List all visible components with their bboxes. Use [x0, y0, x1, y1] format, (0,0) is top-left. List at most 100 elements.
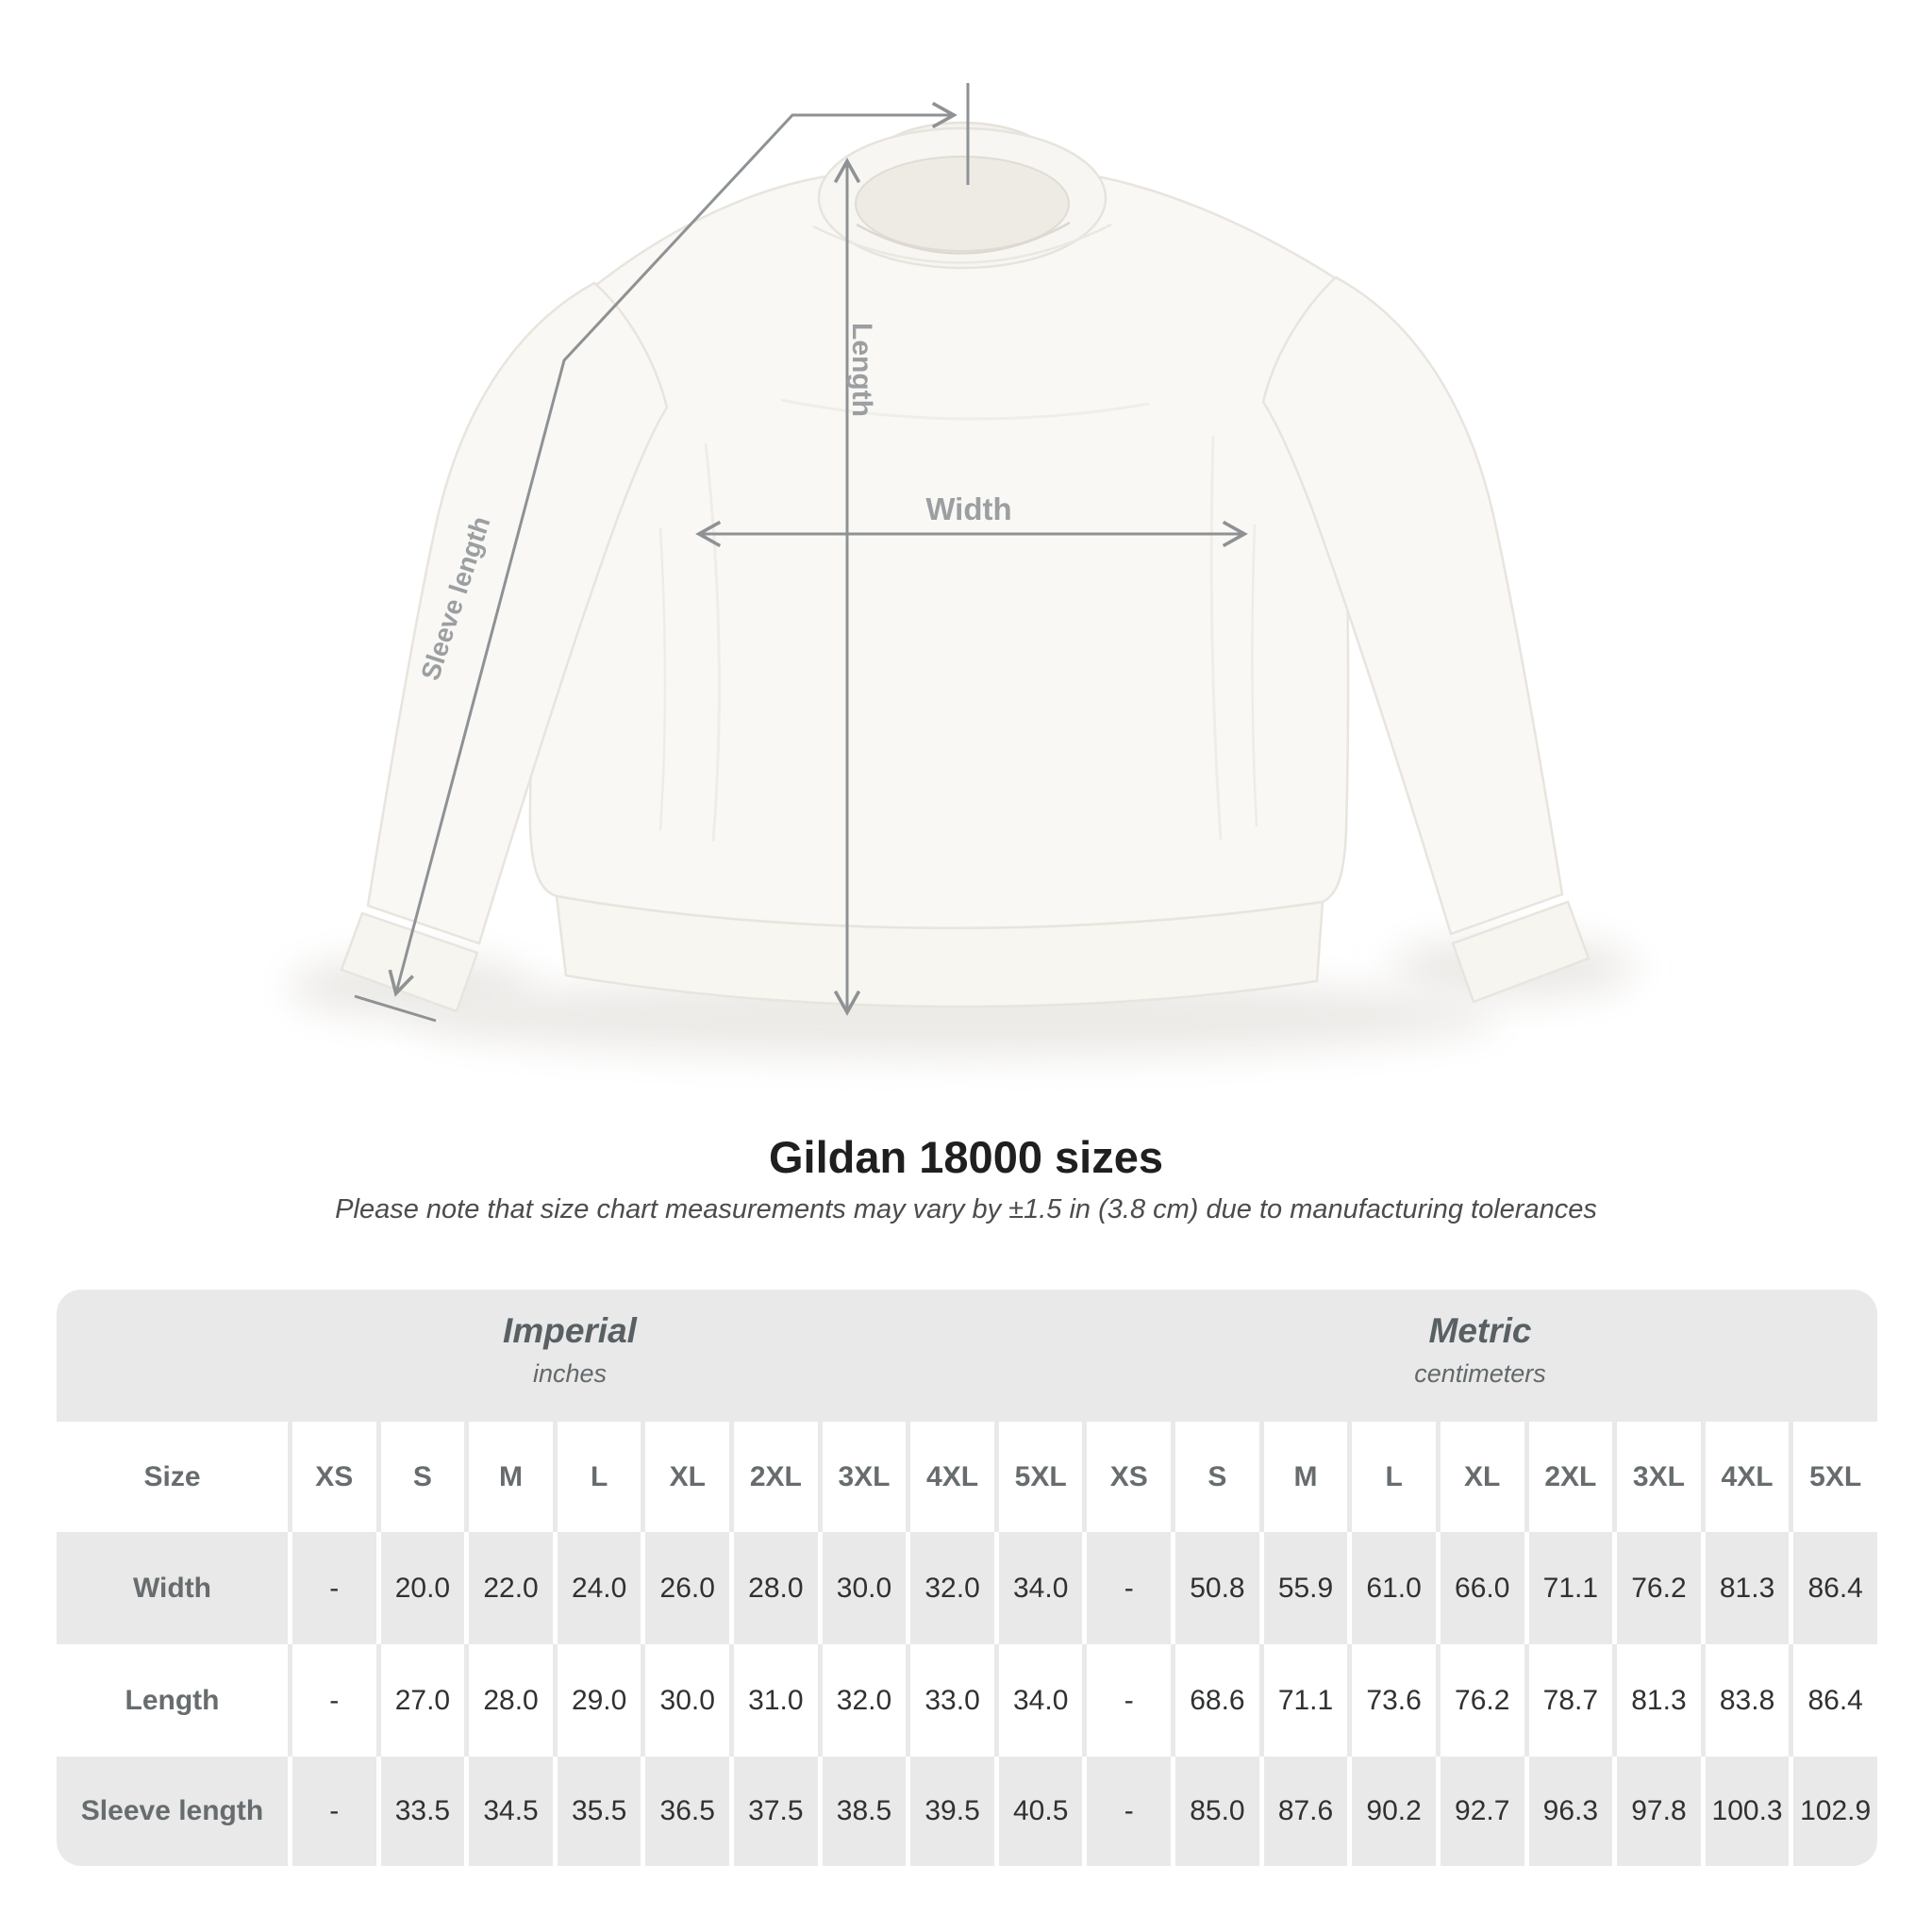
value-cell: - [1087, 1644, 1172, 1757]
size-grid: Size XS S M L XL 2XL 3XL 4XL 5XL XS S M L XL 2XL 3XL 4XL 5… [57, 1422, 1877, 1866]
column-header: S [1175, 1422, 1259, 1532]
value-cell: - [292, 1532, 376, 1644]
right-cuff [1451, 900, 1591, 1004]
value-cell: 32.0 [822, 1644, 907, 1757]
value-cell: 24.0 [557, 1532, 641, 1644]
unit-header-band: Imperial inches Metric centimeters [57, 1290, 1877, 1422]
value-cell: 78.7 [1528, 1644, 1613, 1757]
column-header: XL [1440, 1422, 1524, 1532]
column-header: 2XL [734, 1422, 818, 1532]
value-cell: 37.5 [734, 1757, 818, 1866]
column-header: L [557, 1422, 641, 1532]
value-cell: 34.0 [998, 1532, 1083, 1644]
crease [1209, 435, 1223, 841]
value-cell: 34.0 [998, 1644, 1083, 1757]
data-row: Width -20.0 22.0 24.0 26.0 28.0 30.0 32.0 34.0-5… [57, 1532, 1877, 1644]
value-cell: 68.6 [1175, 1644, 1259, 1757]
value-cell: 26.0 [645, 1532, 730, 1644]
value-cell: 92.7 [1440, 1757, 1524, 1866]
value-cell: 102.9 [1793, 1757, 1877, 1866]
value-cell: 71.1 [1263, 1644, 1348, 1757]
value-cell: 33.0 [910, 1644, 994, 1757]
value-cell: 81.3 [1705, 1532, 1790, 1644]
metric-title: Metric [1428, 1311, 1532, 1350]
value-cell: 86.4 [1793, 1532, 1877, 1644]
value-cell: 34.5 [469, 1757, 553, 1866]
column-header: 4XL [910, 1422, 994, 1532]
value-cell: 28.0 [734, 1532, 818, 1644]
value-cell: 39.5 [910, 1757, 994, 1866]
value-cell: 22.0 [469, 1532, 553, 1644]
column-header: 3XL [1617, 1422, 1701, 1532]
size-corner-label: Size [57, 1422, 288, 1532]
metric-unit: centimeters [1414, 1359, 1546, 1388]
value-cell: 81.3 [1617, 1644, 1701, 1757]
column-header: XL [645, 1422, 730, 1532]
value-cell: 61.0 [1352, 1532, 1436, 1644]
value-cell: 27.0 [380, 1644, 465, 1757]
value-cell: 38.5 [822, 1757, 907, 1866]
crease [1251, 524, 1258, 827]
row-label: Width [57, 1532, 288, 1644]
value-cell: - [292, 1644, 376, 1757]
value-cell: 50.8 [1175, 1532, 1259, 1644]
value-cell: 35.5 [557, 1757, 641, 1866]
imperial-unit: inches [532, 1359, 608, 1388]
value-cell: 97.8 [1617, 1757, 1701, 1866]
value-cell: 76.2 [1617, 1532, 1701, 1644]
value-cell: 100.3 [1705, 1757, 1790, 1866]
value-cell: 76.2 [1440, 1644, 1524, 1757]
sleeve-length-line [388, 101, 958, 997]
sweatshirt-photo [289, 121, 1636, 1057]
column-header: S [380, 1422, 465, 1532]
body [528, 167, 1350, 930]
collar-opening [855, 156, 1070, 252]
length-label: Length [846, 323, 877, 417]
column-header: 4XL [1705, 1422, 1790, 1532]
value-cell: 36.5 [645, 1757, 730, 1866]
cuff-tick [354, 994, 437, 1023]
data-row: Length -27.0 28.0 29.0 30.0 31.0 32.0 33.0 34.0-… [57, 1644, 1877, 1757]
column-header: M [1263, 1422, 1348, 1532]
value-cell: - [1087, 1532, 1172, 1644]
value-cell: - [1087, 1757, 1172, 1866]
value-cell: 20.0 [380, 1532, 465, 1644]
column-header: 5XL [1793, 1422, 1877, 1532]
value-cell: 30.0 [822, 1532, 907, 1644]
value-cell: 83.8 [1705, 1644, 1790, 1757]
column-header: XS [1087, 1422, 1172, 1532]
value-cell: 96.3 [1528, 1757, 1613, 1866]
value-cell: 28.0 [469, 1644, 553, 1757]
page-title: Gildan 18000 sizes [768, 1132, 1164, 1182]
tolerance-note: Please note that size chart measurements… [335, 1194, 1597, 1224]
value-cell: 33.5 [380, 1757, 465, 1866]
floor-shadow [406, 977, 1500, 1057]
sweatshirt-diagram: Length Width Sleeve length [289, 83, 1636, 1057]
column-header: 3XL [822, 1422, 907, 1532]
value-cell: 87.6 [1263, 1757, 1348, 1866]
row-label: Sleeve length [57, 1757, 288, 1866]
value-cell: 31.0 [734, 1644, 818, 1757]
metric-unit-header: Metric centimeters [1083, 1290, 1877, 1422]
value-cell: 30.0 [645, 1644, 730, 1757]
imperial-unit-header: Imperial inches [57, 1290, 1083, 1422]
value-cell: 85.0 [1175, 1757, 1259, 1866]
value-cell: - [292, 1757, 376, 1866]
value-cell: 86.4 [1793, 1644, 1877, 1757]
value-cell: 73.6 [1352, 1644, 1436, 1757]
column-header: 2XL [1528, 1422, 1613, 1532]
value-cell: 32.0 [910, 1532, 994, 1644]
value-cell: 71.1 [1528, 1532, 1613, 1644]
value-cell: 40.5 [998, 1757, 1083, 1866]
column-header: 5XL [998, 1422, 1083, 1532]
value-cell: 90.2 [1352, 1757, 1436, 1866]
value-cell: 66.0 [1440, 1532, 1524, 1644]
width-label: Width [925, 491, 1011, 526]
column-header: XS [292, 1422, 376, 1532]
value-cell: 55.9 [1263, 1532, 1348, 1644]
column-header: M [469, 1422, 553, 1532]
size-table: Imperial inches Metric centimeters Size X… [57, 1290, 1877, 1866]
value-cell: 29.0 [557, 1644, 641, 1757]
right-sleeve [1261, 275, 1564, 936]
